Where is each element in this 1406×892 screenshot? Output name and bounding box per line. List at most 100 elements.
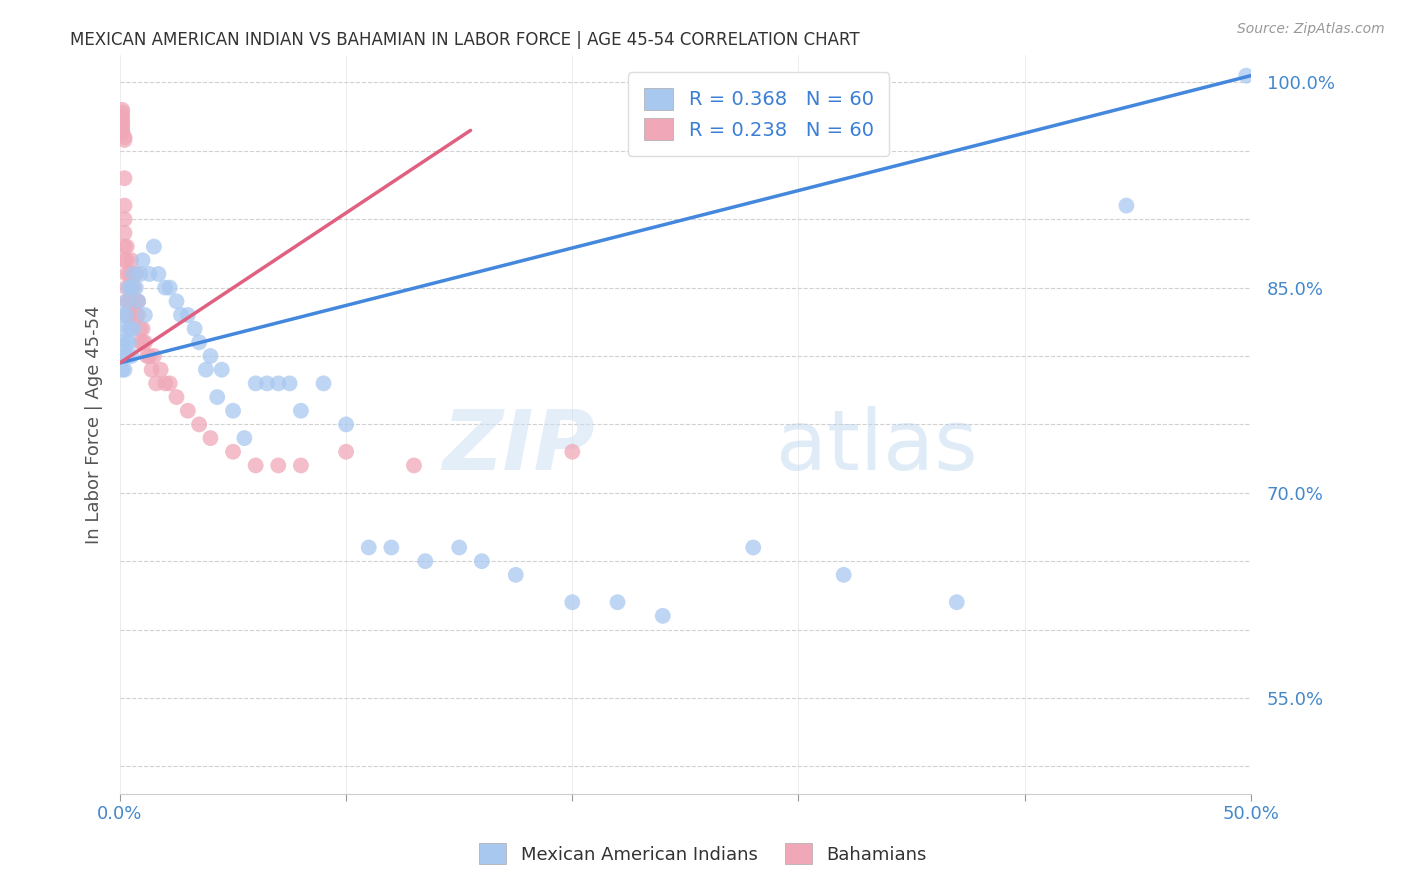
Point — [122, 321, 145, 335]
Point — [136, 349, 159, 363]
Point — [138, 349, 160, 363]
Point — [194, 362, 217, 376]
Point — [115, 253, 138, 268]
Point — [159, 376, 181, 391]
Point — [118, 321, 141, 335]
Point — [188, 335, 211, 350]
Point — [134, 308, 156, 322]
Point — [1234, 69, 1257, 83]
Text: ZIP: ZIP — [443, 406, 595, 487]
Point — [125, 267, 148, 281]
Point — [222, 444, 245, 458]
Point — [120, 321, 142, 335]
Point — [449, 541, 471, 555]
Point — [290, 403, 312, 417]
Point — [118, 335, 141, 350]
Point — [118, 294, 141, 309]
Point — [118, 308, 141, 322]
Point — [145, 376, 167, 391]
Point — [114, 239, 136, 253]
Point — [149, 362, 172, 376]
Point — [111, 308, 134, 322]
Point — [125, 280, 148, 294]
Text: MEXICAN AMERICAN INDIAN VS BAHAMIAN IN LABOR FORCE | AGE 45-54 CORRELATION CHART: MEXICAN AMERICAN INDIAN VS BAHAMIAN IN L… — [70, 31, 860, 49]
Point — [125, 294, 148, 309]
Point — [142, 349, 165, 363]
Point — [131, 253, 153, 268]
Point — [127, 308, 149, 322]
Point — [115, 239, 138, 253]
Point — [129, 321, 152, 335]
Point — [413, 554, 436, 568]
Point — [120, 349, 142, 363]
Point — [115, 294, 138, 309]
Point — [122, 267, 145, 281]
Text: Source: ZipAtlas.com: Source: ZipAtlas.com — [1237, 22, 1385, 37]
Point — [200, 431, 222, 445]
Point — [471, 554, 494, 568]
Legend: R = 0.368   N = 60, R = 0.238   N = 60: R = 0.368 N = 60, R = 0.238 N = 60 — [628, 72, 890, 156]
Point — [111, 335, 134, 350]
Point — [115, 349, 138, 363]
Point — [118, 267, 141, 281]
Point — [111, 126, 134, 140]
Point — [205, 390, 228, 404]
Point — [129, 267, 152, 281]
Point — [290, 458, 312, 473]
Point — [256, 376, 278, 391]
Point — [115, 308, 138, 322]
Point — [114, 253, 136, 268]
Point — [245, 458, 267, 473]
Point — [114, 171, 136, 186]
Point — [111, 110, 134, 124]
Point — [561, 595, 583, 609]
Point — [120, 294, 142, 309]
Point — [267, 376, 290, 391]
Point — [114, 226, 136, 240]
Point — [832, 567, 855, 582]
Point — [125, 308, 148, 322]
Point — [335, 417, 357, 432]
Point — [651, 608, 673, 623]
Point — [153, 280, 176, 294]
Point — [183, 321, 205, 335]
Point — [380, 541, 402, 555]
Point — [114, 198, 136, 212]
Point — [115, 267, 138, 281]
Point — [111, 116, 134, 130]
Point — [222, 403, 245, 417]
Point — [312, 376, 335, 391]
Point — [188, 417, 211, 432]
Point — [267, 458, 290, 473]
Text: atlas: atlas — [776, 406, 977, 487]
Point — [233, 431, 256, 445]
Point — [945, 595, 967, 609]
Point — [114, 362, 136, 376]
Point — [245, 376, 267, 391]
Point — [120, 280, 142, 294]
Point — [138, 267, 160, 281]
Point — [111, 120, 134, 134]
Point — [561, 444, 583, 458]
Point — [142, 239, 165, 253]
Point — [122, 280, 145, 294]
Legend: Mexican American Indians, Bahamians: Mexican American Indians, Bahamians — [465, 829, 941, 879]
Point — [134, 335, 156, 350]
Point — [166, 294, 188, 309]
Point — [111, 362, 134, 376]
Point — [153, 376, 176, 391]
Point — [742, 541, 765, 555]
Point — [606, 595, 628, 609]
Point — [118, 280, 141, 294]
Point — [115, 280, 138, 294]
Point — [114, 321, 136, 335]
Point — [505, 567, 527, 582]
Point — [166, 390, 188, 404]
Point — [1115, 198, 1137, 212]
Point — [127, 294, 149, 309]
Point — [111, 123, 134, 137]
Point — [335, 444, 357, 458]
Point — [114, 130, 136, 145]
Point — [111, 349, 134, 363]
Point — [211, 362, 233, 376]
